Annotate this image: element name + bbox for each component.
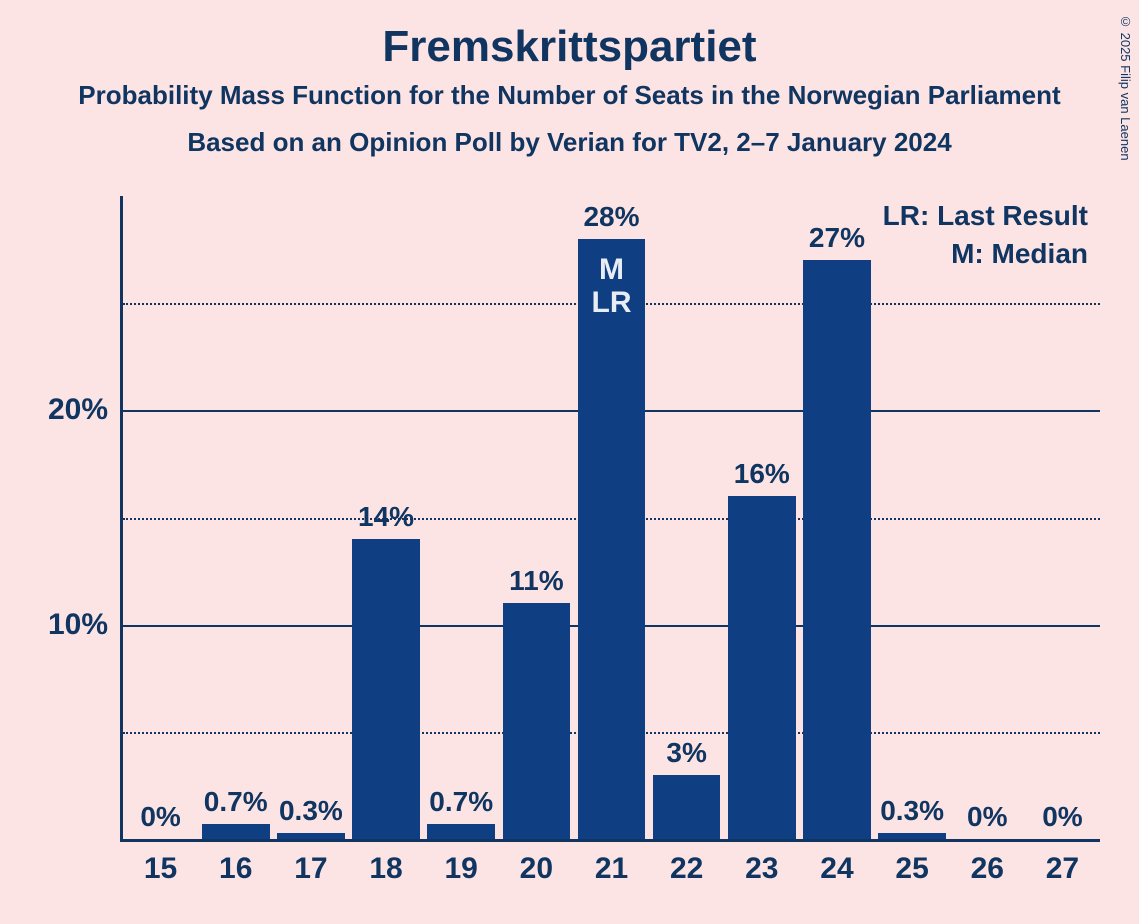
bar-annotation: MLR <box>592 253 632 319</box>
bar <box>878 833 946 839</box>
legend: LR: Last Result M: Median <box>883 200 1088 276</box>
bar-value-label: 0% <box>140 801 180 833</box>
bar-value-label: 27% <box>809 222 865 254</box>
bar-value-label: 0.7% <box>429 786 493 818</box>
bar-value-label: 14% <box>358 501 414 533</box>
x-axis-label: 27 <box>1046 852 1079 886</box>
bar <box>352 539 420 839</box>
bar-value-label: 0.3% <box>279 795 343 827</box>
bar-value-label: 16% <box>734 458 790 490</box>
bar-value-label: 0.3% <box>880 795 944 827</box>
bar <box>728 496 796 839</box>
x-axis-label: 22 <box>670 852 703 886</box>
bar <box>503 603 571 839</box>
x-axis-label: 24 <box>820 852 853 886</box>
bar <box>653 775 721 839</box>
x-axis <box>120 839 1100 842</box>
chart-subtitle-1: Probability Mass Function for the Number… <box>0 80 1139 111</box>
x-axis-label: 26 <box>971 852 1004 886</box>
y-axis-label: 20% <box>48 393 108 427</box>
x-axis-label: 25 <box>895 852 928 886</box>
bar <box>202 824 270 839</box>
legend-lr: LR: Last Result <box>883 200 1088 232</box>
x-axis-label: 21 <box>595 852 628 886</box>
chart-container: Fremskrittspartiet Probability Mass Func… <box>0 0 1139 924</box>
bar-value-label: 3% <box>666 737 706 769</box>
legend-m: M: Median <box>883 238 1088 270</box>
bar-value-label: 28% <box>583 201 639 233</box>
bar-value-label: 0% <box>1042 801 1082 833</box>
y-axis-label: 10% <box>48 608 108 642</box>
x-axis-label: 18 <box>369 852 402 886</box>
bar <box>803 260 871 839</box>
bar-value-label: 11% <box>509 565 564 597</box>
bar <box>578 239 646 839</box>
chart-subtitle-2: Based on an Opinion Poll by Verian for T… <box>0 127 1139 158</box>
chart-title: Fremskrittspartiet <box>0 0 1139 72</box>
x-axis-label: 23 <box>745 852 778 886</box>
bar <box>427 824 495 839</box>
bar <box>277 833 345 839</box>
x-axis-label: 17 <box>294 852 327 886</box>
copyright-text: © 2025 Filip van Laenen <box>1118 14 1133 161</box>
bar-value-label: 0.7% <box>204 786 268 818</box>
x-axis-label: 20 <box>520 852 553 886</box>
x-axis-label: 15 <box>144 852 177 886</box>
bar-value-label: 0% <box>967 801 1007 833</box>
x-axis-label: 16 <box>219 852 252 886</box>
plot-area: LR: Last Result M: Median 10%20%0%150.7%… <box>120 196 1100 842</box>
x-axis-label: 19 <box>445 852 478 886</box>
